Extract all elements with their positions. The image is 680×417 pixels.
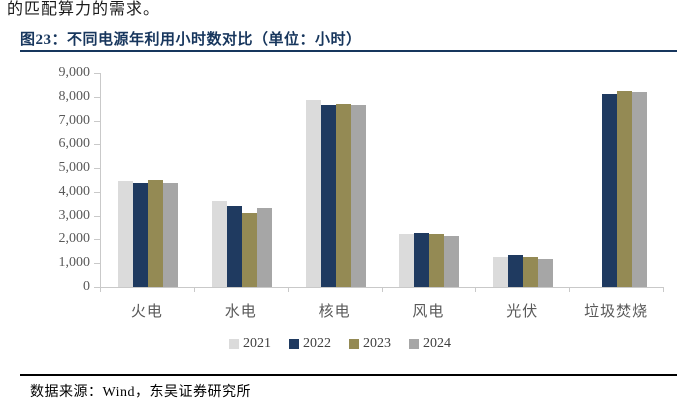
chart-legend: 2021 2022 2023 2024	[0, 336, 680, 352]
y-axis-tick-label: 0	[83, 279, 90, 294]
bar-chart: 2021 2022 2023 2024 0 1,000 2,000 3,000 4,000 5,…	[0, 60, 680, 365]
legend-label-2024: 2024	[423, 336, 451, 351]
bottom-divider-rule	[20, 374, 677, 376]
y-axis-tick-label: 7,000	[58, 112, 91, 128]
y-axis-tick-label: 3,000	[58, 207, 91, 223]
y-axis-tick-mark	[94, 144, 100, 146]
x-axis-tick-mark	[475, 288, 477, 292]
y-axis-tick-mark	[94, 263, 100, 265]
bar-2023-风电	[429, 233, 445, 287]
legend-label-2021: 2021	[243, 336, 271, 351]
y-axis-tick-label: 2,000	[58, 231, 91, 247]
y-axis-tick-mark	[94, 287, 100, 288]
bar-2023-火电	[147, 180, 163, 287]
x-axis-label-垃圾焚烧: 垃圾焚烧	[584, 304, 649, 320]
bar-2022-垃圾焚烧	[602, 93, 618, 287]
x-axis-label-风电: 风电	[412, 304, 445, 320]
bar-2023-光伏	[523, 256, 539, 287]
x-axis-tick-mark	[381, 288, 383, 292]
legend-swatch-2022	[289, 339, 299, 349]
y-axis-tick-label: 4,000	[58, 183, 91, 199]
y-axis-tick-mark	[94, 168, 100, 170]
bar-2024-火电	[162, 182, 178, 287]
y-axis-tick-label: 5,000	[58, 160, 91, 176]
y-axis-tick-mark	[94, 73, 100, 74]
y-axis-tick-mark	[94, 96, 100, 98]
y-axis-tick-mark	[94, 239, 100, 241]
bar-group-光伏	[476, 73, 570, 287]
bar-group-核电	[289, 73, 383, 287]
legend-item-2022: 2022	[289, 336, 331, 352]
legend-item-2021: 2021	[229, 336, 271, 352]
figure-title: 图23：不同电源年利用小时数对比（单位：小时）	[20, 32, 362, 48]
legend-swatch-2024	[409, 339, 419, 349]
y-axis-tick-label: 6,000	[58, 136, 91, 152]
bar-2021-光伏	[493, 257, 509, 287]
y-axis-tick-label: 9,000	[58, 65, 91, 80]
legend-swatch-2021	[229, 339, 239, 349]
bar-2022-核电	[320, 105, 336, 287]
bar-2022-风电	[414, 233, 430, 287]
x-axis-label-水电: 水电	[224, 304, 257, 320]
bar-2023-水电	[241, 212, 257, 287]
y-axis-tick-mark	[94, 120, 100, 122]
bar-2024-水电	[256, 207, 272, 287]
x-axis-label-光伏: 光伏	[506, 304, 539, 320]
paragraph-fragment: 的匹配算力的需求。	[7, 1, 161, 18]
legend-label-2022: 2022	[303, 336, 331, 351]
x-axis-label-火电: 火电	[130, 304, 163, 320]
bar-2024-光伏	[538, 258, 554, 287]
bar-group-火电	[101, 73, 195, 287]
bar-2024-核电	[350, 104, 366, 287]
x-axis-label-核电: 核电	[318, 304, 351, 320]
plot-area	[100, 73, 664, 288]
bar-2022-光伏	[508, 254, 524, 287]
bar-group-风电	[382, 73, 476, 287]
bar-2022-水电	[226, 206, 242, 287]
legend-item-2024: 2024	[409, 336, 451, 352]
x-axis-tick-mark	[287, 288, 289, 292]
bar-2021-核电	[305, 99, 321, 287]
x-axis-tick-mark	[569, 288, 571, 292]
bar-2022-火电	[132, 182, 148, 287]
y-axis-tick-label: 8,000	[58, 88, 91, 104]
bar-2024-垃圾焚烧	[632, 91, 648, 287]
bar-2021-水电	[211, 200, 227, 287]
legend-item-2023: 2023	[349, 336, 391, 352]
y-axis-tick-mark	[94, 215, 100, 217]
bar-group-垃圾焚烧	[570, 73, 664, 287]
x-axis-tick-mark	[663, 288, 664, 292]
bar-2023-核电	[335, 104, 351, 287]
y-axis-tick-mark	[94, 191, 100, 193]
bar-2023-垃圾焚烧	[617, 91, 633, 287]
bar-group-水电	[195, 73, 289, 287]
bar-2021-火电	[117, 181, 133, 287]
data-source-note: 数据来源：Wind，东吴证券研究所	[30, 385, 252, 400]
bar-2021-风电	[399, 233, 415, 287]
legend-label-2023: 2023	[363, 336, 391, 351]
legend-swatch-2023	[349, 339, 359, 349]
x-axis-tick-mark	[100, 288, 101, 292]
x-axis-tick-mark	[193, 288, 195, 292]
bar-2024-风电	[444, 236, 460, 287]
title-divider-rule	[20, 50, 677, 52]
y-axis-tick-label: 1,000	[58, 255, 91, 271]
